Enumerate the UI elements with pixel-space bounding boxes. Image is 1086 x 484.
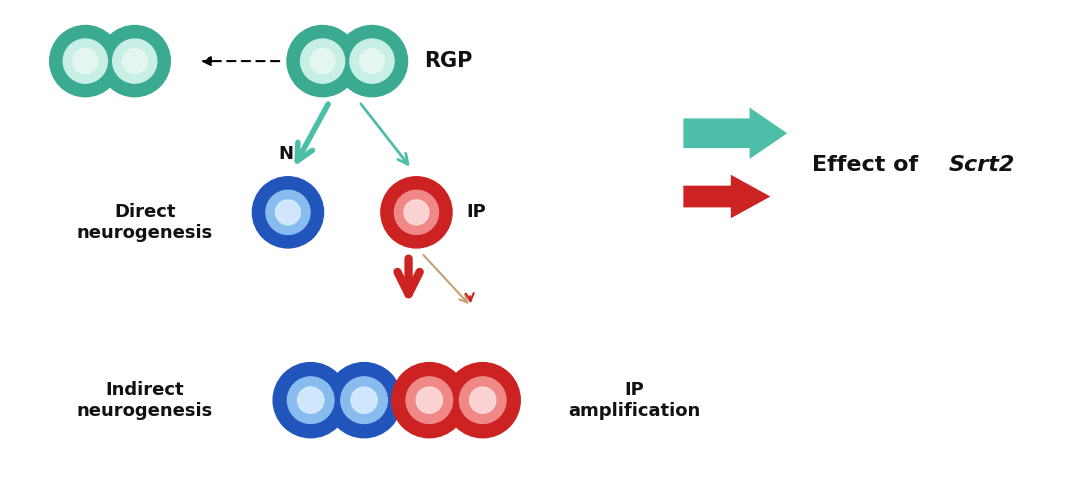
Circle shape — [113, 39, 156, 83]
Circle shape — [327, 363, 402, 438]
Ellipse shape — [351, 387, 377, 413]
Ellipse shape — [469, 387, 496, 413]
FancyArrow shape — [683, 175, 770, 218]
Circle shape — [392, 363, 467, 438]
Circle shape — [337, 26, 407, 97]
Circle shape — [350, 39, 394, 83]
Text: Effect of: Effect of — [812, 155, 925, 175]
Text: Indirect
neurogenesis: Indirect neurogenesis — [76, 381, 213, 420]
Ellipse shape — [311, 49, 334, 74]
Ellipse shape — [73, 49, 98, 74]
Circle shape — [459, 377, 506, 424]
Circle shape — [406, 377, 453, 424]
Text: IP
amplification: IP amplification — [568, 381, 700, 420]
Text: RGP: RGP — [425, 51, 472, 71]
FancyArrow shape — [683, 107, 787, 159]
Ellipse shape — [276, 200, 301, 225]
Circle shape — [63, 39, 108, 83]
Text: N: N — [278, 145, 293, 163]
Circle shape — [445, 363, 520, 438]
Circle shape — [287, 26, 358, 97]
Ellipse shape — [416, 387, 442, 413]
Ellipse shape — [123, 49, 148, 74]
Circle shape — [394, 190, 439, 234]
Text: Direct
neurogenesis: Direct neurogenesis — [76, 203, 213, 242]
Ellipse shape — [359, 49, 384, 74]
Circle shape — [381, 177, 452, 248]
Circle shape — [252, 177, 324, 248]
Ellipse shape — [404, 200, 429, 225]
Circle shape — [301, 39, 344, 83]
Circle shape — [341, 377, 388, 424]
Circle shape — [274, 363, 349, 438]
Text: IP: IP — [466, 203, 485, 221]
Circle shape — [99, 26, 171, 97]
Circle shape — [266, 190, 310, 234]
Circle shape — [288, 377, 334, 424]
Circle shape — [50, 26, 121, 97]
Ellipse shape — [298, 387, 324, 413]
Text: Scrt2: Scrt2 — [948, 155, 1014, 175]
